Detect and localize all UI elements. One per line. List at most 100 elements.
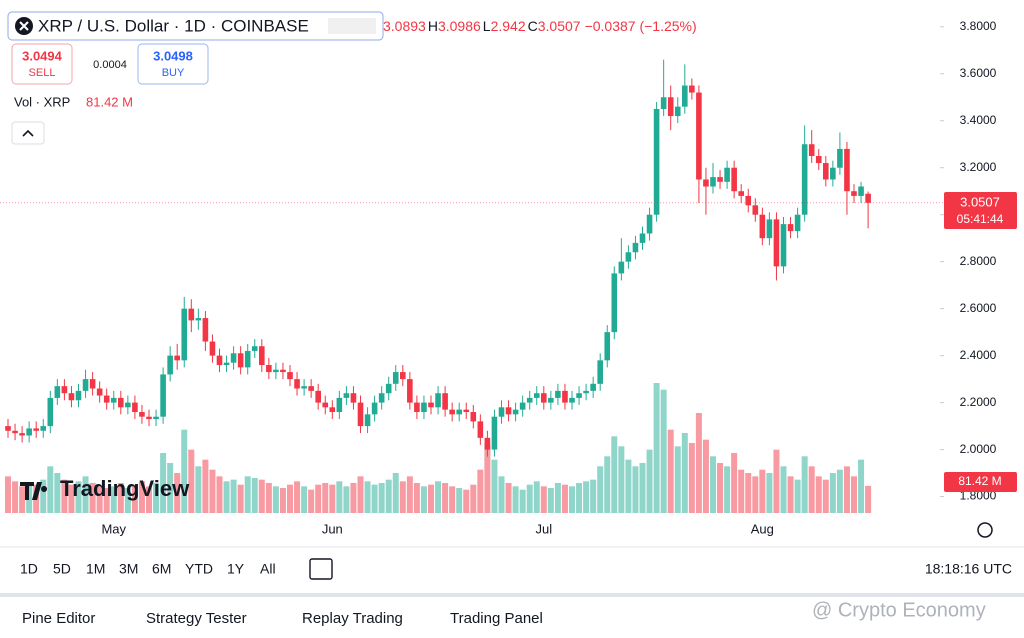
volume-bar bbox=[604, 456, 611, 513]
range-button[interactable]: 3M bbox=[119, 561, 138, 577]
candle-body bbox=[19, 433, 25, 436]
volume-bar bbox=[576, 483, 583, 513]
volume-bar bbox=[188, 449, 195, 513]
volume-bar bbox=[547, 488, 554, 513]
candle-body bbox=[371, 402, 378, 415]
buy-button[interactable] bbox=[137, 43, 209, 85]
range-button[interactable]: 5D bbox=[53, 561, 71, 577]
volume-bar bbox=[19, 486, 26, 513]
header-icons[interactable] bbox=[328, 18, 376, 34]
candle-body bbox=[858, 186, 864, 196]
candle-body bbox=[26, 428, 32, 436]
volume-bar bbox=[639, 463, 646, 513]
candle-body bbox=[456, 409, 462, 415]
candle-body bbox=[646, 214, 653, 234]
volume-bar bbox=[265, 483, 272, 513]
volume-value: 81.42 M bbox=[86, 94, 133, 109]
volume-bar bbox=[533, 481, 540, 513]
volume-bar bbox=[364, 481, 371, 513]
volume-bar bbox=[590, 479, 597, 513]
candle-body bbox=[498, 407, 505, 417]
candle-body bbox=[752, 205, 759, 215]
plot: 1.80002.00002.20002.40002.60002.80003.00… bbox=[0, 19, 997, 536]
volume-bar bbox=[279, 488, 286, 513]
candle-body bbox=[837, 148, 843, 168]
candle-body bbox=[555, 390, 561, 398]
volume-bar bbox=[540, 486, 547, 513]
volume-bar bbox=[794, 479, 801, 513]
candle-body bbox=[301, 386, 307, 389]
candle-body bbox=[667, 97, 674, 117]
candle-body bbox=[392, 372, 399, 384]
candle-body bbox=[590, 383, 596, 391]
volume-bar bbox=[463, 489, 470, 513]
legend-change: −0.0387 (−1.25%) bbox=[585, 18, 697, 34]
volume-bar bbox=[117, 483, 124, 513]
candle-body bbox=[209, 341, 216, 356]
candle-body bbox=[519, 402, 526, 410]
settings-icon[interactable] bbox=[977, 522, 993, 538]
range-button[interactable]: 6M bbox=[152, 561, 171, 577]
candle-body bbox=[103, 395, 110, 403]
legend-letter: C bbox=[528, 18, 538, 34]
candle-body bbox=[118, 397, 124, 408]
candle-body bbox=[174, 355, 180, 361]
candle-body bbox=[639, 233, 646, 243]
sell-label: SELL bbox=[29, 67, 56, 79]
date-range-icon[interactable] bbox=[309, 558, 333, 580]
candle-body bbox=[188, 308, 195, 321]
volume-bar bbox=[167, 463, 174, 513]
candle-body bbox=[259, 346, 265, 366]
range-button[interactable]: YTD bbox=[185, 561, 213, 577]
candle-body bbox=[146, 416, 152, 420]
tab[interactable]: Replay Trading bbox=[302, 610, 403, 627]
candle-body bbox=[414, 402, 420, 412]
candle-body bbox=[251, 346, 258, 351]
volume-bar bbox=[406, 476, 413, 513]
volume-bar bbox=[131, 484, 138, 513]
candle-body bbox=[33, 428, 39, 431]
candle-body bbox=[526, 397, 533, 403]
candle-body bbox=[47, 397, 54, 427]
candle-body bbox=[336, 397, 343, 412]
y-tick-label: 3.6000 bbox=[960, 66, 997, 80]
volume-bar bbox=[378, 483, 385, 513]
countdown: 05:41:44 bbox=[957, 212, 1004, 226]
volume-bar bbox=[216, 476, 223, 513]
candle-body bbox=[731, 167, 737, 192]
legend-value: 3.0893 bbox=[383, 18, 426, 34]
volume-title: Vol · XRP bbox=[14, 94, 70, 109]
volume-bar bbox=[752, 476, 759, 513]
candle-body bbox=[5, 426, 11, 431]
ohlc-legend: 3.0893 H3.0986 L2.942 C3.0507 −0.0387 (−1.25… bbox=[383, 18, 697, 34]
tab[interactable]: Strategy Tester bbox=[146, 610, 247, 627]
volume-bar bbox=[428, 484, 434, 513]
tab[interactable]: Pine Editor bbox=[22, 610, 95, 627]
candle-body bbox=[167, 355, 173, 375]
volume-bar bbox=[54, 473, 61, 513]
sell-button[interactable] bbox=[11, 43, 73, 85]
candle-body bbox=[266, 365, 272, 373]
range-button[interactable]: All bbox=[260, 561, 276, 577]
tab[interactable]: Trading Panel bbox=[450, 610, 543, 627]
range-button[interactable]: 1D bbox=[20, 561, 38, 577]
candle-body bbox=[703, 179, 709, 187]
candle-body bbox=[428, 402, 434, 408]
collapse-button[interactable] bbox=[11, 121, 45, 145]
range-button[interactable]: 1Y bbox=[227, 561, 245, 577]
candle-body bbox=[82, 379, 89, 391]
legend-value: 3.0507 bbox=[538, 18, 581, 34]
volume-bar bbox=[89, 483, 96, 513]
volume-bar bbox=[688, 443, 695, 513]
range-button[interactable]: 1M bbox=[86, 561, 105, 577]
volume-bar bbox=[138, 481, 145, 513]
volume-tag-value: 81.42 M bbox=[958, 474, 1001, 488]
candle-body bbox=[153, 416, 159, 420]
candle-body bbox=[823, 163, 829, 180]
candle-body bbox=[223, 362, 230, 366]
candle-body bbox=[12, 430, 18, 434]
symbol-box[interactable] bbox=[7, 11, 384, 41]
volume-bar bbox=[766, 473, 773, 513]
volume-bar bbox=[195, 466, 202, 513]
volume-bar bbox=[674, 446, 681, 513]
